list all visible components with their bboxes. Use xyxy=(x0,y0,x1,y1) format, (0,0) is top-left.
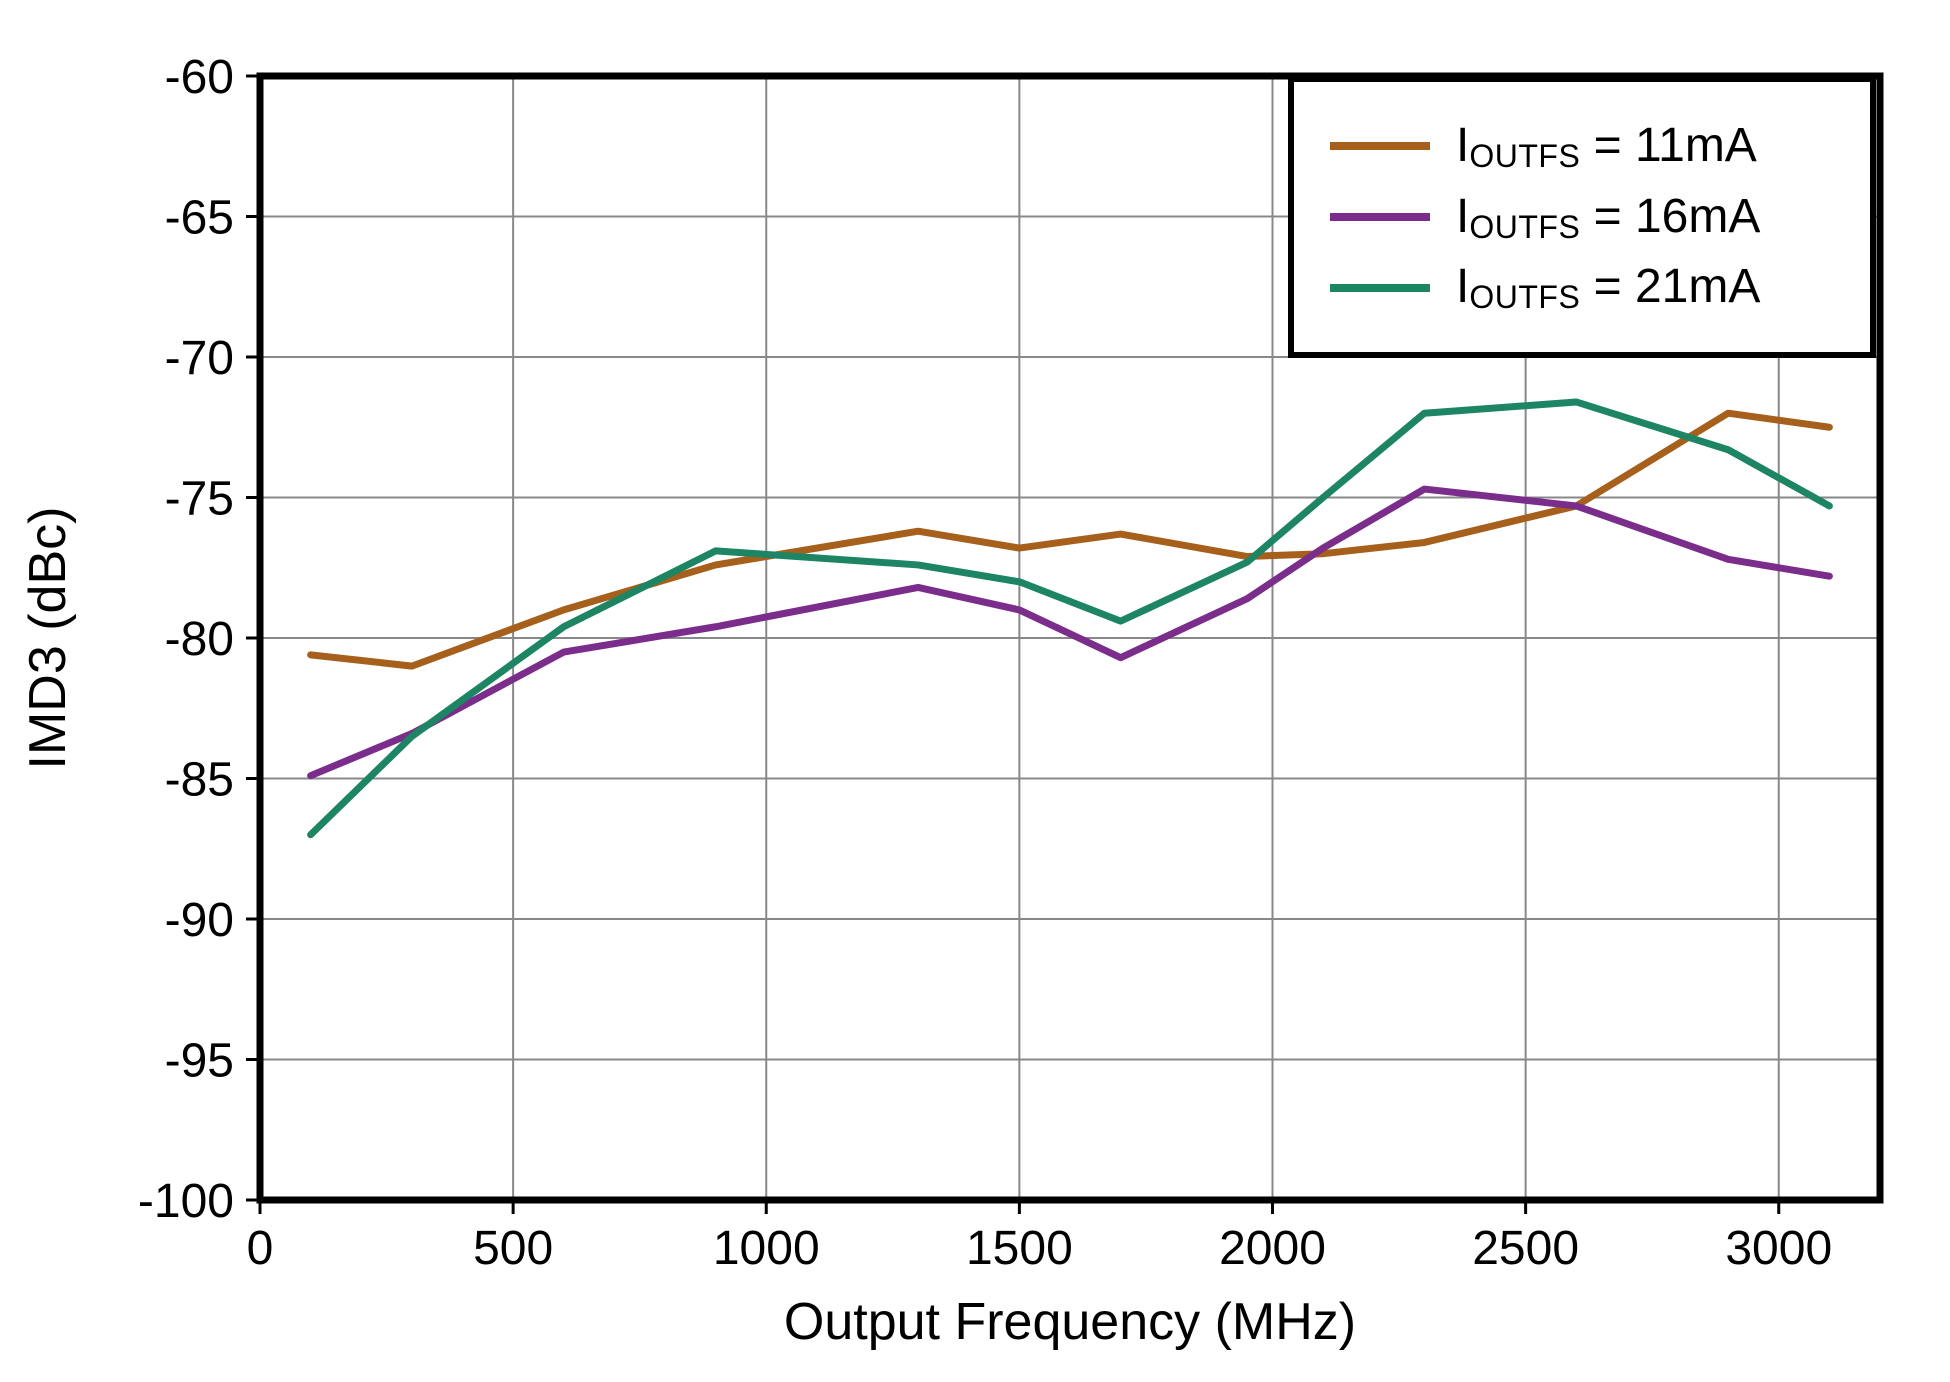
legend-item-16ma: IOUTFS = 16mA xyxy=(1330,189,1870,246)
legend-label-21ma: IOUTFS = 21mA xyxy=(1456,260,1761,316)
y-tick-label: -85 xyxy=(165,754,234,807)
series-line-16ma xyxy=(307,485,1833,780)
y-tick-label: -100 xyxy=(138,1175,234,1228)
x-axis-title: Output Frequency (MHz) xyxy=(783,1293,1357,1351)
y-tick-label: -70 xyxy=(165,332,234,385)
legend-line-swatch-21ma xyxy=(1330,283,1430,292)
legend-item-11ma: IOUTFS = 11mA xyxy=(1330,118,1870,175)
plot-border xyxy=(256,72,1884,1204)
y-tick-label: -65 xyxy=(165,192,234,245)
legend-item-21ma: IOUTFS = 21mA xyxy=(1330,259,1870,316)
legend-line-swatch-16ma xyxy=(1330,213,1430,221)
y-tick-label: -95 xyxy=(165,1035,234,1088)
y-tick-label: -90 xyxy=(165,894,234,947)
x-tick-label: 500 xyxy=(473,1222,553,1275)
x-tick-label: 3000 xyxy=(1725,1222,1832,1275)
y-axis-title: IMD3 (dBc) xyxy=(19,506,77,770)
x-tick-label: 2000 xyxy=(1219,1222,1326,1275)
series-line-11ma xyxy=(307,409,1833,670)
chart-legend: IOUTFS = 11mA IOUTFS = 16mA IOUTFS = 21m… xyxy=(1288,76,1876,358)
legend-label-16ma: IOUTFS = 16mA xyxy=(1456,189,1761,245)
y-tick-label: -60 xyxy=(165,51,234,104)
x-tick-label: 2500 xyxy=(1472,1222,1579,1275)
legend-label-11ma: IOUTFS = 11mA xyxy=(1456,118,1757,174)
y-tick-label: -75 xyxy=(165,473,234,526)
series-line-21ma xyxy=(307,398,1833,839)
x-tick-label: 1500 xyxy=(966,1222,1073,1275)
x-tick-label: 1000 xyxy=(713,1222,820,1275)
y-tick-label: -80 xyxy=(165,613,234,666)
legend-line-swatch-11ma xyxy=(1330,142,1430,151)
x-tick-label: 0 xyxy=(247,1222,274,1275)
